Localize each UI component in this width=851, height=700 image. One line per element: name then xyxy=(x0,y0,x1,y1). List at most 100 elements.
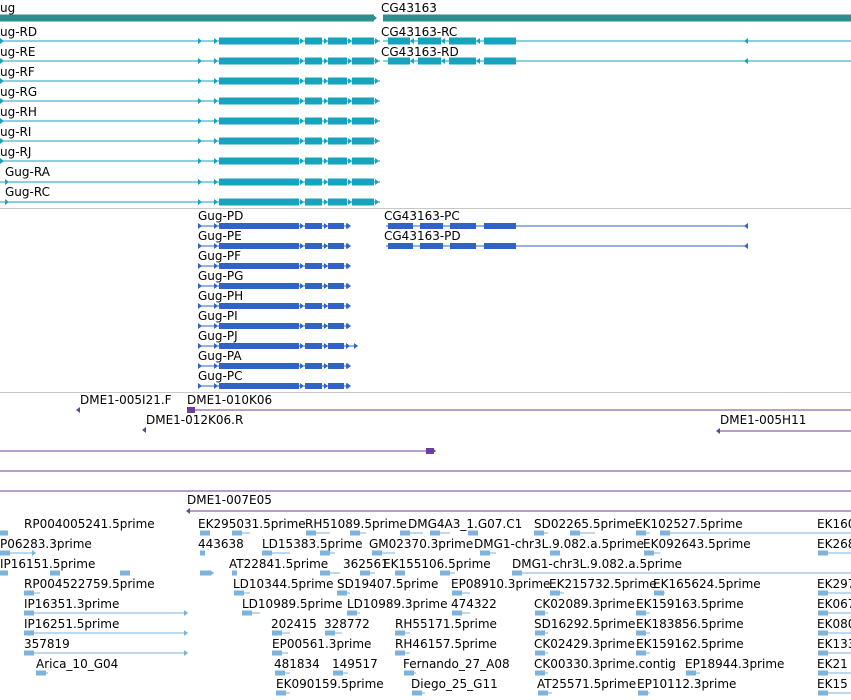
est-label[interactable]: EK133 xyxy=(817,637,851,651)
exon-block xyxy=(305,57,322,65)
transcript-label[interactable]: Gug-PI xyxy=(198,309,238,323)
est-label[interactable]: 481834 xyxy=(274,657,320,671)
est-label[interactable]: EK183856.5prime xyxy=(636,617,744,631)
est-label[interactable]: 328772 xyxy=(324,617,370,631)
strand-arrow-right xyxy=(347,223,351,229)
est-label[interactable]: IP16251.5prime xyxy=(24,617,120,631)
est-label[interactable]: EP00561.3prime xyxy=(272,637,372,651)
est-label[interactable]: 202415 xyxy=(271,617,317,631)
est-label[interactable]: LD10344.5prime xyxy=(233,577,334,591)
est-label[interactable]: Fernando_27_A08 xyxy=(403,657,510,671)
est-label[interactable]: AT22841.5prime xyxy=(229,557,329,571)
est-label[interactable]: 149517 xyxy=(332,657,378,671)
exon-block xyxy=(219,198,299,206)
est-label[interactable]: EP08910.3prime xyxy=(451,577,551,591)
est-label[interactable]: EK215732.5prime xyxy=(549,577,657,591)
est-label[interactable]: EK155106.5prime xyxy=(383,557,491,571)
transcript-label[interactable]: ug-RI xyxy=(0,125,32,139)
strand-arrow-right xyxy=(214,343,218,349)
est-label[interactable]: RP004005241.5prime xyxy=(24,517,155,531)
clone-label[interactable]: DME1-005I21.F xyxy=(80,393,172,407)
est-label[interactable]: LD10989.3prime xyxy=(347,597,448,611)
transcript-label[interactable]: Gug-RC xyxy=(5,185,50,199)
transcript-label[interactable]: ug-RD xyxy=(0,25,38,39)
est-label[interactable]: 357819 xyxy=(24,637,70,651)
clone-label[interactable]: DME1-005H11 xyxy=(720,413,807,427)
est-label[interactable]: RH51089.5prime xyxy=(305,517,407,531)
est-label[interactable]: EK092643.5prime xyxy=(643,537,751,551)
strand-arrow-right xyxy=(198,58,202,64)
est-label[interactable]: RP004522759.5prime xyxy=(24,577,155,591)
est-label[interactable]: DMG1-chr3L.9.082.a.5prime xyxy=(474,537,645,551)
transcript-label[interactable]: Gug-PC xyxy=(198,369,243,383)
transcript-label[interactable]: Gug-PH xyxy=(198,289,244,303)
transcript-label[interactable]: CG43163-RD xyxy=(381,45,459,59)
est-label[interactable]: DMG1-chr3L.9.082.a.5prime xyxy=(512,557,683,571)
est-label[interactable]: Arica_10_G04 xyxy=(36,657,119,671)
transcript-label[interactable]: ug-RJ xyxy=(0,145,32,159)
est-label[interactable]: SD19407.5prime xyxy=(337,577,439,591)
strand-arrow-right xyxy=(324,323,328,329)
clone-label[interactable]: DME1-012K06.R xyxy=(146,413,244,427)
est-label[interactable]: EK067 xyxy=(817,597,851,611)
est-label[interactable]: EK165624.5prime xyxy=(653,577,761,591)
est-block xyxy=(480,550,490,556)
est-label[interactable]: Diego_25_G11 xyxy=(411,677,498,691)
est-label[interactable]: 443638 xyxy=(198,537,244,551)
transcript-label[interactable]: CG43163-PD xyxy=(384,229,461,243)
est-label[interactable]: EK15 xyxy=(817,677,848,691)
strand-arrow-right xyxy=(324,78,328,84)
est-label[interactable]: SD02265.5prime xyxy=(534,517,636,531)
est-label[interactable]: EK268 xyxy=(817,537,851,551)
transcript-label[interactable]: CG43163-PC xyxy=(384,209,460,223)
est-label[interactable]: LD10989.5prime xyxy=(242,597,343,611)
est-label[interactable]: 474322 xyxy=(451,597,497,611)
gene-label[interactable]: ug xyxy=(0,1,16,15)
strand-arrow-right xyxy=(198,78,202,84)
gene-label[interactable]: CG43163 xyxy=(381,1,437,15)
transcript-label[interactable]: Gug-PF xyxy=(198,249,241,263)
est-label[interactable]: 362561 xyxy=(343,557,389,571)
est-label[interactable]: EK297 xyxy=(817,577,851,591)
transcript-label[interactable]: ug-RH xyxy=(0,105,37,119)
transcript-label[interactable]: ug-RE xyxy=(0,45,36,59)
transcript-label[interactable]: ug-RG xyxy=(0,85,38,99)
est-label[interactable]: AT25571.5prime xyxy=(537,677,637,691)
est-label[interactable]: SD16292.5prime xyxy=(534,617,636,631)
est-block xyxy=(276,690,286,696)
clone-label[interactable]: DME1-010K06 xyxy=(187,393,273,407)
est-label[interactable]: P06283.3prime xyxy=(0,537,92,551)
est-label[interactable]: GM02370.3prime xyxy=(369,537,474,551)
est-label[interactable]: DMG4A3_1.G07.C1 xyxy=(408,517,523,531)
transcript-label[interactable]: Gug-PE xyxy=(198,229,242,243)
est-label[interactable]: EK160 xyxy=(817,517,851,531)
est-label[interactable]: RH46157.5prime xyxy=(395,637,497,651)
est-label[interactable]: EP10112.3prime xyxy=(637,677,737,691)
est-label[interactable]: EK090159.5prime xyxy=(276,677,384,691)
transcript-label[interactable]: Gug-PD xyxy=(198,209,244,223)
est-label[interactable]: EK102527.5prime xyxy=(635,517,743,531)
strand-arrow-right xyxy=(198,363,202,369)
est-label[interactable]: IP16351.3prime xyxy=(24,597,120,611)
est-label[interactable]: EK295031.5prime xyxy=(198,517,306,531)
est-label[interactable]: CK00330.3prime.contig xyxy=(534,657,676,671)
transcript-label[interactable]: CG43163-RC xyxy=(381,25,458,39)
transcript-label[interactable]: Gug-PA xyxy=(198,349,242,363)
transcript-label[interactable]: Gug-PG xyxy=(198,269,244,283)
transcript-label[interactable]: Gug-PJ xyxy=(198,329,238,343)
est-label[interactable]: CK02429.3prime xyxy=(534,637,635,651)
transcript-label[interactable]: ug-RF xyxy=(0,65,35,79)
est-label[interactable]: EK21 xyxy=(817,657,848,671)
clone-label[interactable]: DME1-007E05 xyxy=(187,493,272,507)
est-label[interactable]: EP18944.3prime xyxy=(685,657,785,671)
est-label[interactable]: IP16151.5prime xyxy=(0,557,96,571)
est-label[interactable]: EK080 xyxy=(817,617,851,631)
transcript-label[interactable]: Gug-RA xyxy=(5,165,50,179)
est-label[interactable]: CK02089.3prime xyxy=(534,597,635,611)
est-label[interactable]: RH55171.5prime xyxy=(395,617,497,631)
est-label[interactable]: LD15383.5prime xyxy=(262,537,363,551)
est-label[interactable]: EK159163.5prime xyxy=(636,597,744,611)
est-label[interactable]: EK159162.5prime xyxy=(636,637,744,651)
exon-block xyxy=(328,243,344,249)
